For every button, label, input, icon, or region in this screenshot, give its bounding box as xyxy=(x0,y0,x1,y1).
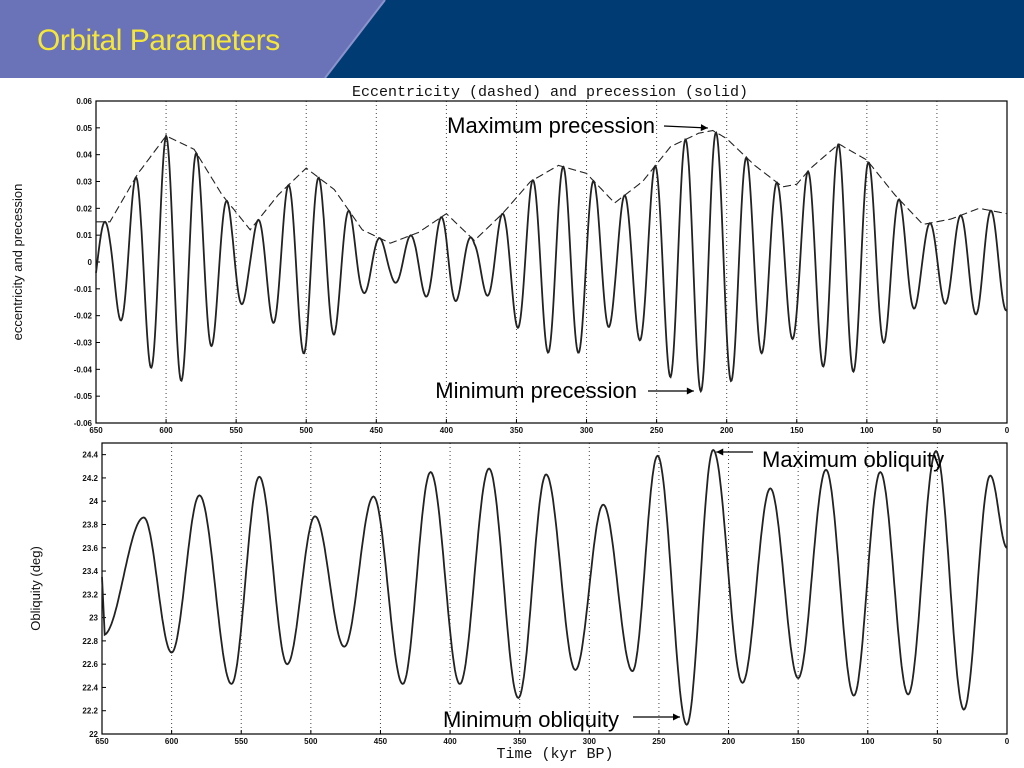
y-tick-label: 22.8 xyxy=(82,637,98,646)
x-tick-label: 600 xyxy=(159,426,173,435)
x-tick-label: 350 xyxy=(510,426,524,435)
eccentricity-line xyxy=(96,129,1008,244)
x-tick-label: 300 xyxy=(583,737,597,746)
x-tick-label: 150 xyxy=(791,737,805,746)
page-title: Orbital Parameters xyxy=(37,24,280,57)
y-tick-label: 24.4 xyxy=(82,451,98,460)
annotation-min-precession: Minimum precession xyxy=(435,378,637,403)
x-axis-label: Time (kyr BP) xyxy=(496,746,613,763)
x-tick-label: 550 xyxy=(229,426,243,435)
x-tick-label: 450 xyxy=(370,426,384,435)
y-tick-label: 0.01 xyxy=(76,231,92,240)
x-tick-label: 200 xyxy=(720,426,734,435)
y-axis-label: eccentricity and precession xyxy=(10,184,25,341)
y-tick-label: 22.6 xyxy=(82,660,98,669)
x-tick-label: 250 xyxy=(652,737,666,746)
annotation-max-precession: Maximum precession xyxy=(447,113,655,138)
y-tick-label: -0.03 xyxy=(74,339,93,348)
x-tick-label: 550 xyxy=(235,737,249,746)
y-tick-label: 0.04 xyxy=(76,151,92,160)
y-tick-label: 24.2 xyxy=(82,474,98,483)
x-tick-label: 600 xyxy=(165,737,179,746)
x-tick-label: 200 xyxy=(722,737,736,746)
annotation-arrow xyxy=(663,125,708,129)
y-tick-label: 23.6 xyxy=(82,544,98,553)
x-tick-label: 400 xyxy=(443,737,457,746)
plot-frame xyxy=(101,442,1008,735)
x-tick-label: 150 xyxy=(790,426,804,435)
x-tick-label: 400 xyxy=(440,426,454,435)
y-tick-label: 0 xyxy=(88,258,93,267)
y-tick-label: -0.05 xyxy=(74,392,93,401)
y-tick-label: -0.01 xyxy=(74,285,93,294)
plot-frame xyxy=(95,100,1008,424)
x-tick-label: 650 xyxy=(89,426,103,435)
y-tick-label: 0.06 xyxy=(76,97,92,106)
precession-line xyxy=(95,131,1008,394)
charts-area: 0.06 0.05 0.04 0.03 0.02 0.01 0 -0.01 -0.02 -0.03… xyxy=(0,78,1024,768)
y-tick-label: 23.8 xyxy=(82,520,98,529)
x-tick-label: 350 xyxy=(513,737,527,746)
y-tick-label: 24 xyxy=(89,497,98,506)
annotation-arrow-head xyxy=(686,387,694,395)
y-tick-label: -0.02 xyxy=(74,312,93,321)
annotation-arrow-head xyxy=(700,124,708,132)
annotation-arrow-head xyxy=(716,448,724,456)
y-tick-label: 23.2 xyxy=(82,590,98,599)
x-tick-label: 450 xyxy=(374,737,388,746)
x-tick-label: 500 xyxy=(304,737,318,746)
y-tick-label: 0.02 xyxy=(76,204,92,213)
y-tick-label: 22 xyxy=(89,730,98,739)
annotation-arrow-head xyxy=(672,713,680,721)
x-tick-label: 0 xyxy=(1005,426,1010,435)
header-background xyxy=(0,0,1024,78)
annotation-min-obliquity: Minimum obliquity xyxy=(443,707,619,732)
obliquity-line xyxy=(101,448,1008,726)
x-tick-label: 650 xyxy=(95,737,109,746)
x-tick-label: 300 xyxy=(580,426,594,435)
eccentricity-precession-chart: 0.06 0.05 0.04 0.03 0.02 0.01 0 -0.01 -0.02 -0.03… xyxy=(10,84,1010,435)
x-tick-label: 500 xyxy=(300,426,314,435)
y-tick-label: 23.4 xyxy=(82,567,98,576)
y-tick-label: -0.04 xyxy=(74,365,93,374)
y-tick-label: 22.4 xyxy=(82,683,98,692)
y-tick-label: 0.05 xyxy=(76,124,92,133)
x-tick-label: 100 xyxy=(861,737,875,746)
x-tick-label: 0 xyxy=(1005,737,1010,746)
chart-title: Eccentricity (dashed) and precession (so… xyxy=(352,84,748,101)
obliquity-chart: 24.4 24.2 24 23.8 23.6 23.4 23.2 23 22.8 22.6 22.4… xyxy=(28,442,1010,763)
y-tick-label: 23 xyxy=(89,614,98,623)
x-tick-label: 100 xyxy=(860,426,874,435)
charts-svg: 0.06 0.05 0.04 0.03 0.02 0.01 0 -0.01 -0.02 -0.03… xyxy=(10,84,1010,763)
x-tick-label: 50 xyxy=(932,426,941,435)
header-banner: Orbital Parameters xyxy=(0,0,1024,78)
y-tick-label: 0.03 xyxy=(76,178,92,187)
x-tick-label: 250 xyxy=(650,426,664,435)
y-tick-label: -0.06 xyxy=(74,419,93,428)
y-axis-label: Obliquity (deg) xyxy=(28,546,43,631)
x-tick-label: 50 xyxy=(933,737,942,746)
annotation-max-obliquity: Maximum obliquity xyxy=(762,447,944,472)
y-tick-label: 22.2 xyxy=(82,707,98,716)
